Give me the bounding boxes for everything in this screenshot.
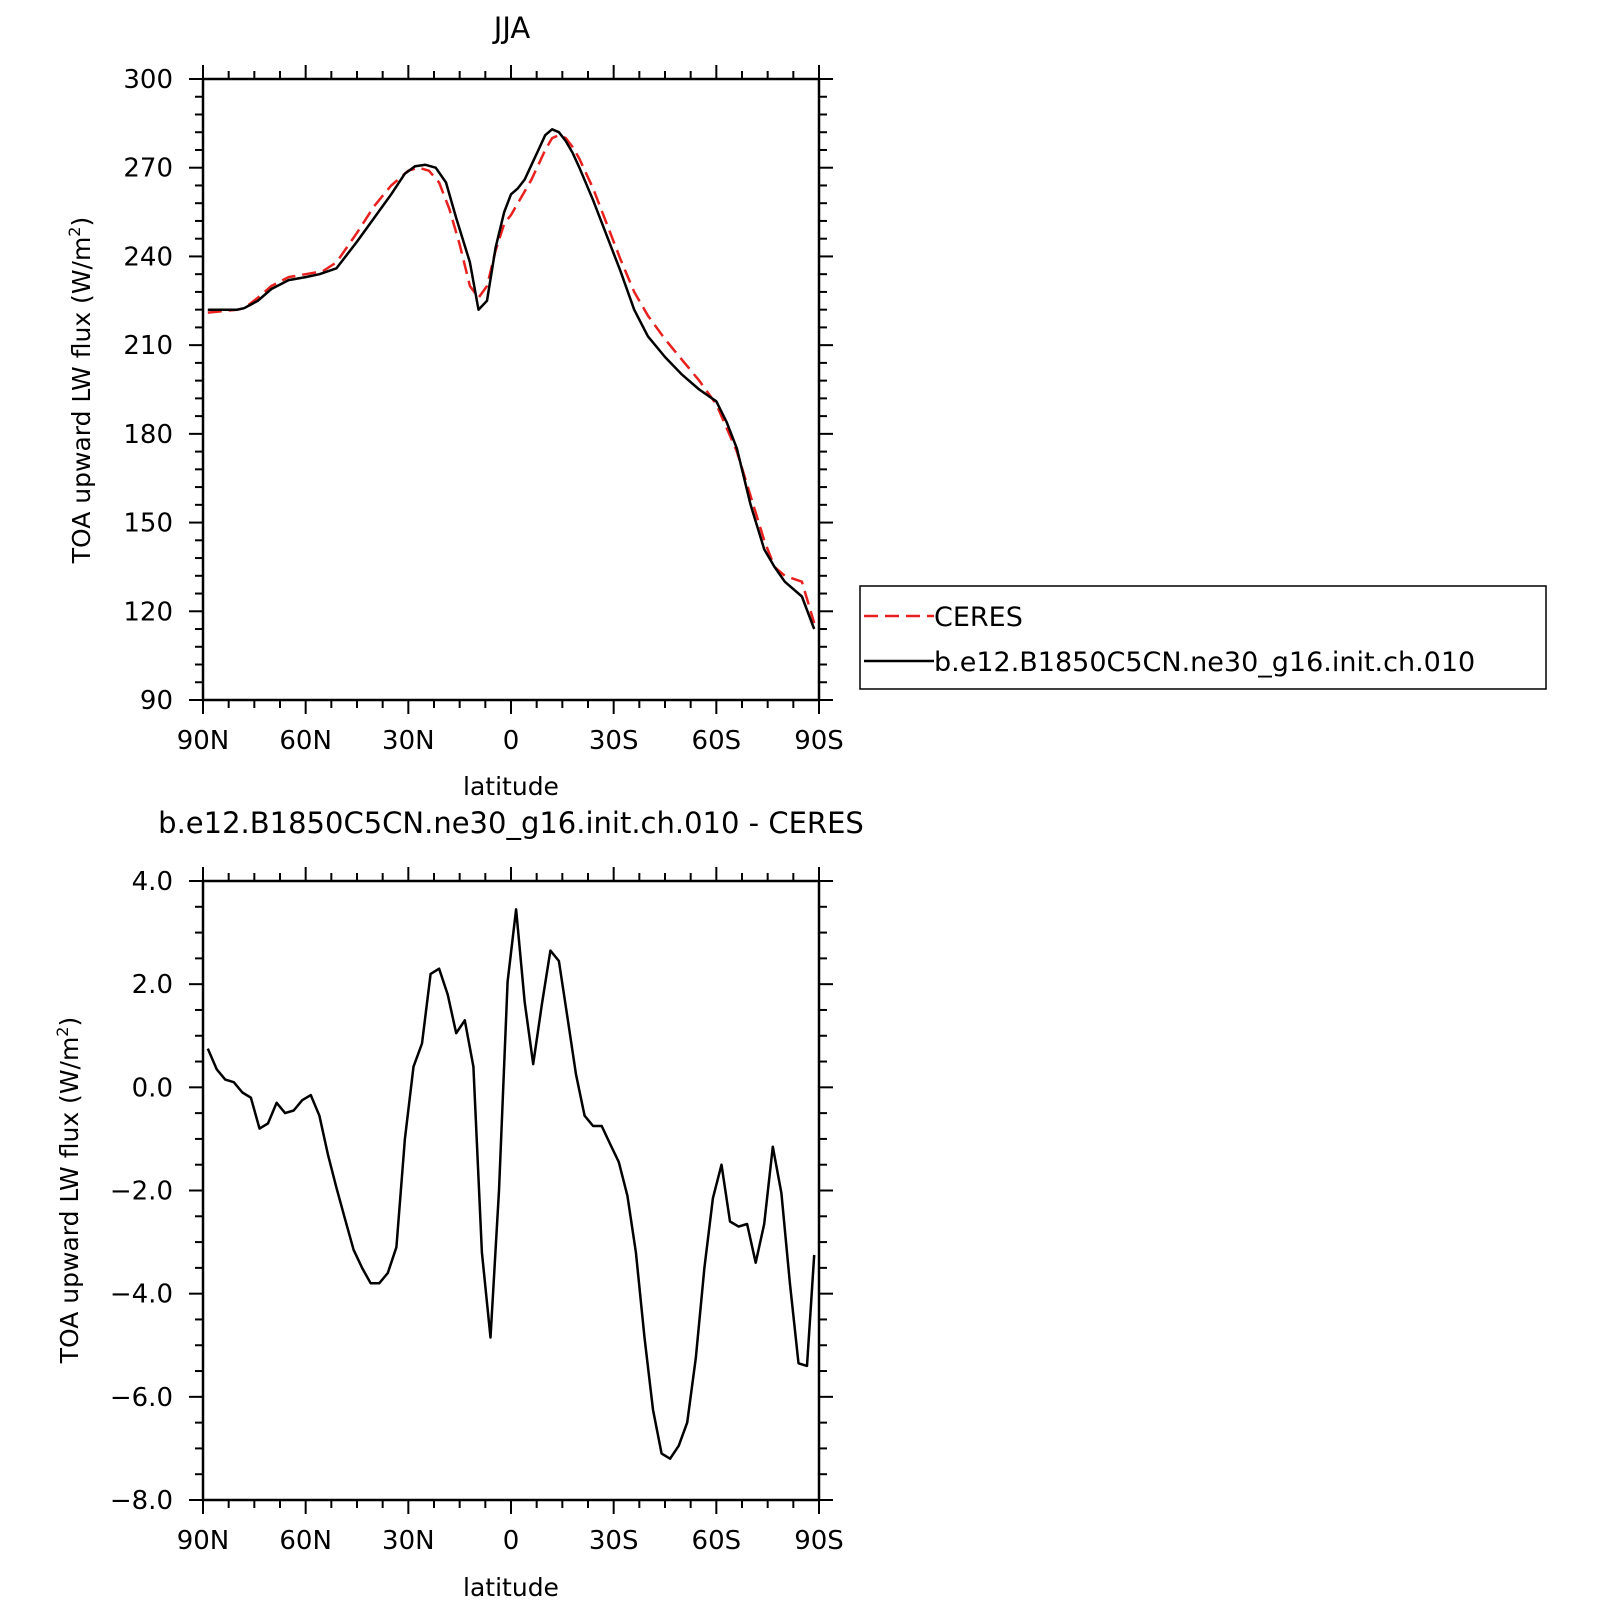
top-x-axis-label: latitude — [463, 772, 559, 801]
legend-label-ceres: CERES — [934, 602, 1023, 633]
top-chart-series — [207, 128, 816, 630]
y-tick-label: 0.0 — [132, 1073, 173, 1103]
bottom-y-axis-label: TOA upward LW flux (W/m2) — [53, 1017, 84, 1365]
y-tick-label: −6.0 — [110, 1383, 173, 1413]
bottom-x-axis-label: latitude — [463, 1573, 559, 1602]
y-tick-label: −2.0 — [110, 1177, 173, 1207]
bottom-chart-x-tick-labels: 90N 60N 30N 0 30S 60S 90S — [177, 1526, 844, 1556]
bottom-panel-difference-chart: b.e12.B1850C5CN.ne30_g16.init.ch.010 - C… — [53, 806, 864, 1602]
y-tick-label: 4.0 — [132, 867, 173, 897]
x-tick-label: 30S — [589, 1526, 639, 1556]
x-tick-label: 30S — [589, 726, 639, 756]
x-tick-label: 30N — [382, 726, 435, 756]
y-tick-label: 210 — [123, 331, 173, 361]
bottom-chart-title: b.e12.B1850C5CN.ne30_g16.init.ch.010 - C… — [158, 806, 864, 840]
top-y-axis-label-close: ) — [67, 217, 96, 227]
top-chart-x-tick-labels: 90N 60N 30N 0 30S 60S 90S — [177, 726, 844, 756]
x-tick-label: 60N — [279, 1526, 332, 1556]
series-line-model — [207, 128, 816, 630]
legend: CERES b.e12.B1850C5CN.ne30_g16.init.ch.0… — [859, 585, 1547, 690]
legend-label-model: b.e12.B1850C5CN.ne30_g16.init.ch.010 — [934, 647, 1475, 678]
top-plot-frame — [201, 77, 821, 702]
top-y-axis-label-superscript: 2 — [65, 227, 84, 237]
top-chart-y-tick-labels: 90 120 150 180 210 240 270 300 — [123, 65, 173, 716]
bottom-y-axis-label-close: ) — [55, 1017, 84, 1027]
bottom-chart-ticks — [189, 867, 833, 1514]
x-tick-label: 0 — [503, 1526, 520, 1556]
y-tick-label: 2.0 — [132, 970, 173, 1000]
y-tick-label: −4.0 — [110, 1280, 173, 1310]
legend-box — [859, 585, 1547, 690]
y-tick-label: 90 — [140, 686, 173, 716]
y-tick-label: −8.0 — [110, 1486, 173, 1516]
x-tick-label: 60N — [279, 726, 332, 756]
top-panel-flux-chart: JJA 90N 60N 30N 0 30S 60S 90S 90 120 150 180 210 24… — [65, 11, 1547, 801]
bottom-chart-y-tick-labels: 4.0 2.0 0.0 −2.0 −4.0 −6.0 −8.0 — [110, 867, 173, 1516]
top-y-axis-label-main: TOA upward LW flux (W/m — [67, 237, 96, 565]
x-tick-label: 90S — [794, 726, 844, 756]
top-chart-ticks — [189, 65, 833, 714]
x-tick-label: 90N — [177, 726, 230, 756]
x-tick-label: 60S — [692, 1526, 742, 1556]
bottom-y-axis-label-superscript: 2 — [53, 1027, 72, 1037]
top-chart-title: JJA — [492, 11, 531, 45]
x-tick-label: 90S — [794, 1526, 844, 1556]
y-tick-label: 240 — [123, 242, 173, 272]
series-line-difference — [206, 908, 816, 1460]
y-tick-label: 150 — [123, 509, 173, 539]
bottom-chart-series — [206, 908, 816, 1460]
series-line-ceres — [207, 133, 816, 624]
y-tick-label: 180 — [123, 420, 173, 450]
top-y-axis-label: TOA upward LW flux (W/m2) — [65, 217, 96, 565]
x-tick-label: 90N — [177, 1526, 230, 1556]
y-tick-label: 120 — [123, 597, 173, 627]
x-tick-label: 0 — [503, 726, 520, 756]
x-tick-label: 30N — [382, 1526, 435, 1556]
y-tick-label: 270 — [123, 154, 173, 184]
bottom-y-axis-label-main: TOA upward LW flux (W/m — [55, 1037, 84, 1365]
y-tick-label: 300 — [123, 65, 173, 95]
x-tick-label: 60S — [692, 726, 742, 756]
